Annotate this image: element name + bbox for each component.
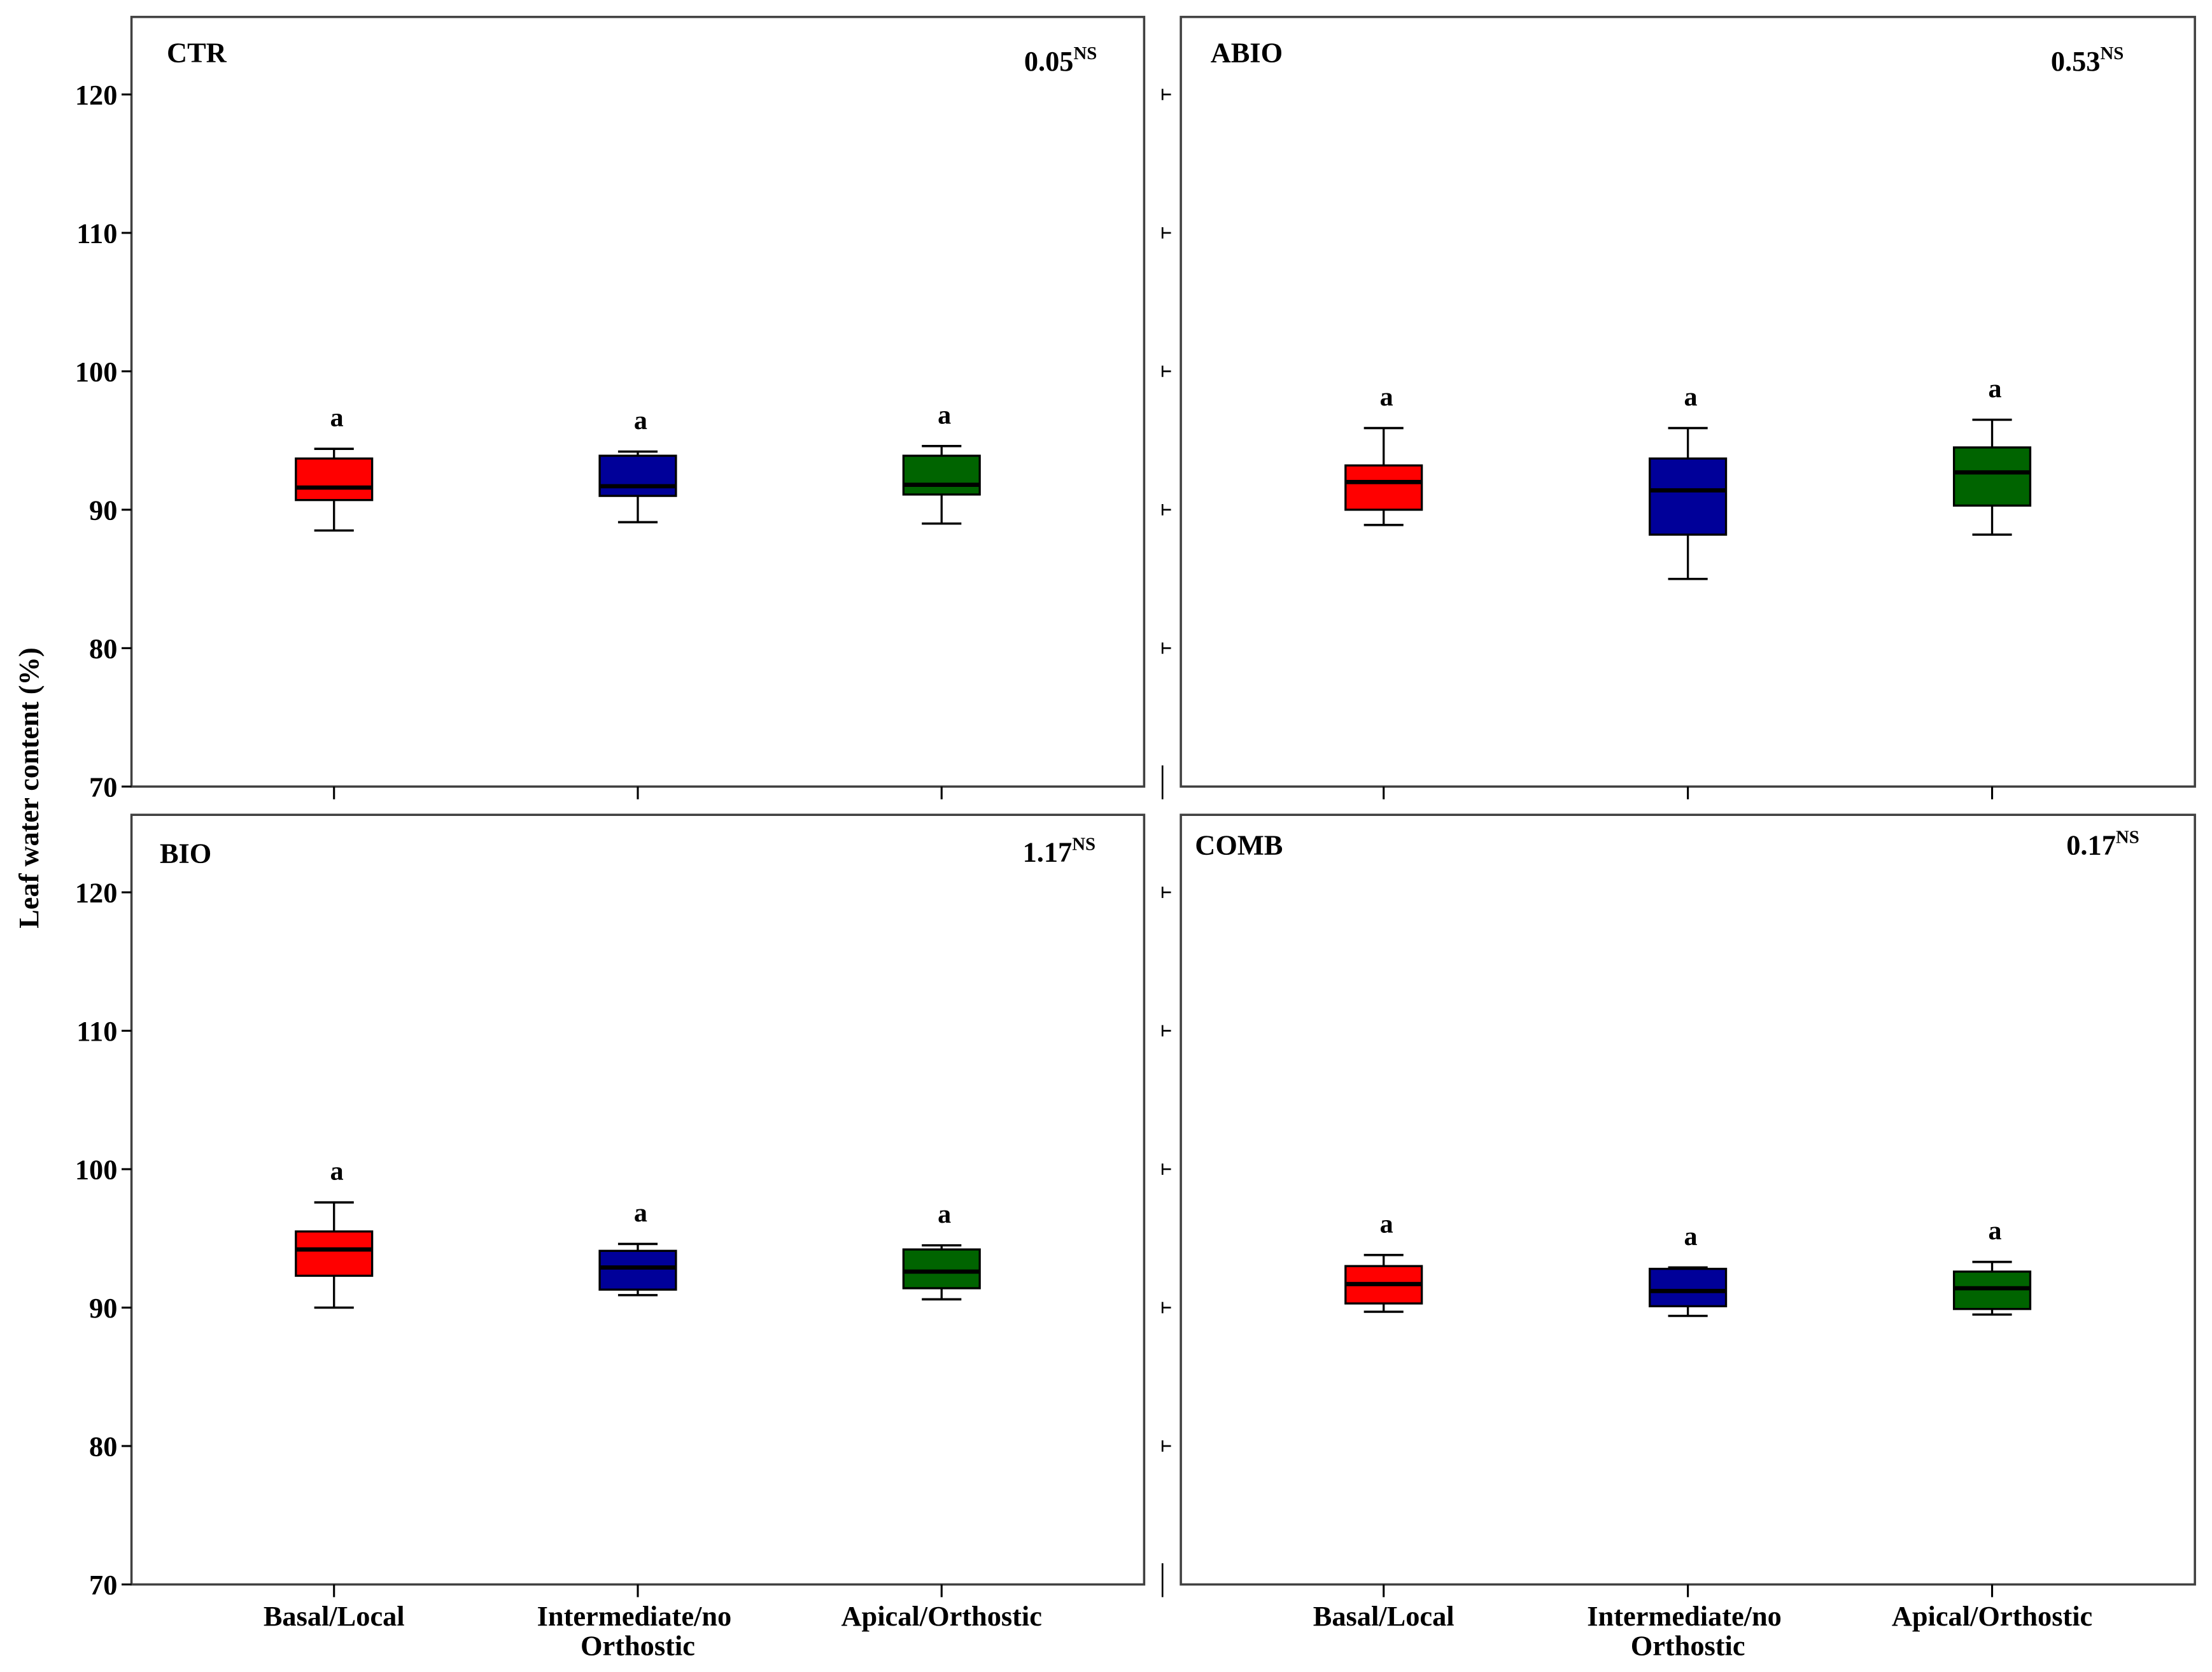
panel-title: ABIO	[1211, 37, 1283, 69]
interquartile-box	[598, 1249, 677, 1291]
interquartile-box	[295, 457, 374, 502]
y-tick-label: 110	[76, 217, 117, 249]
box-apical-orthostic: a	[902, 1199, 981, 1301]
x-axis: Basal/Local Intermediate/no Orthostic Apic…	[264, 1584, 1042, 1661]
y-axis: 70 80 90 100 110 120	[75, 877, 132, 1601]
x-tick-label: Intermediate/no Orthostic	[537, 1600, 739, 1662]
significance-letter: a	[1380, 382, 1393, 412]
y-tick-label: 110	[76, 1015, 117, 1047]
test-statistic: 0.17NS	[2066, 827, 2139, 861]
y-axis-label: Leaf water content (%)	[13, 647, 45, 928]
interquartile-box	[902, 454, 981, 496]
significance-letter: a	[1684, 1221, 1698, 1251]
test-statistic: 0.05NS	[1024, 43, 1097, 77]
y-axis	[1161, 887, 1171, 1598]
box-basal-local: a	[295, 403, 374, 532]
y-tick-label: 90	[89, 1292, 117, 1324]
panel-comb: Basal/Local Intermediate/no Orthostic Apic…	[1161, 813, 2196, 1661]
significance-letter: a	[1380, 1209, 1393, 1239]
y-tick-label: 120	[75, 877, 118, 909]
statistic-value: 0.05	[1024, 45, 1074, 77]
significance-superscript: NS	[2116, 827, 2139, 848]
interquartile-box	[1649, 457, 1728, 536]
x-tick-label-line: Intermediate/no	[1587, 1600, 1782, 1632]
box-apical-orthostic: a	[1952, 374, 2032, 536]
x-axis: Basal/Local Intermediate/no Orthostic Apic…	[1313, 1584, 2092, 1661]
y-axis: 70 80 90 100 110 120	[75, 79, 132, 803]
interquartile-box	[1649, 1267, 1728, 1307]
significance-superscript: NS	[1072, 834, 1095, 855]
x-tick-label-line: Intermediate/no	[537, 1600, 732, 1632]
box-intermediate-no-orthostic: a	[1649, 1221, 1728, 1317]
x-axis	[1383, 786, 1994, 799]
significance-superscript: NS	[2100, 43, 2124, 64]
y-tick-label: 70	[89, 1569, 117, 1601]
panel-bio: 70 80 90 100 110 120 Basal/Local Intermediate/n…	[75, 813, 1146, 1661]
significance-letter: a	[1684, 382, 1698, 412]
panel-ctr: 70 80 90 100 110 120 a a a CTR 0.05NS	[75, 15, 1146, 803]
significance-letter: a	[1988, 374, 2001, 404]
significance-letter: a	[938, 400, 951, 430]
interquartile-box	[295, 1230, 374, 1277]
significance-letter: a	[634, 405, 647, 435]
box-basal-local: a	[295, 1156, 374, 1309]
x-tick-label: Apical/Orthostic	[1892, 1600, 2092, 1632]
box-basal-local: a	[1344, 382, 1423, 526]
box-apical-orthostic: a	[902, 400, 981, 525]
interquartile-box	[598, 454, 677, 497]
statistic-value: 0.17	[2066, 829, 2116, 861]
significance-letter: a	[330, 1156, 344, 1186]
interquartile-box	[1952, 446, 2032, 507]
interquartile-box	[902, 1248, 981, 1289]
panel-title: CTR	[167, 37, 227, 69]
x-tick-label-line: Orthostic	[581, 1629, 695, 1661]
y-tick-label: 80	[89, 633, 117, 664]
x-tick-label: Apical/Orthostic	[842, 1600, 1042, 1632]
test-statistic: 0.53NS	[2051, 43, 2124, 77]
significance-letter: a	[330, 403, 344, 433]
y-axis	[1161, 88, 1171, 799]
box-intermediate-no-orthostic: a	[1649, 382, 1728, 580]
x-tick-label: Basal/Local	[1313, 1600, 1455, 1632]
test-statistic: 1.17NS	[1023, 834, 1095, 868]
x-axis	[333, 786, 943, 799]
box-intermediate-no-orthostic: a	[598, 1198, 677, 1296]
panel-abio: a a a ABIO 0.53NS	[1161, 15, 2196, 799]
x-tick-label: Intermediate/no Orthostic	[1587, 1600, 1789, 1662]
significance-superscript: NS	[1073, 43, 1097, 64]
significance-letter: a	[938, 1199, 951, 1229]
x-tick-label-line: Orthostic	[1631, 1629, 1745, 1661]
statistic-value: 0.53	[2051, 45, 2101, 77]
y-tick-label: 100	[75, 356, 118, 388]
y-tick-label: 80	[89, 1430, 117, 1462]
y-tick-label: 100	[75, 1154, 118, 1186]
y-tick-label: 120	[75, 79, 118, 111]
significance-letter: a	[1988, 1216, 2001, 1246]
interquartile-box	[1344, 464, 1423, 511]
box-basal-local: a	[1344, 1209, 1423, 1313]
x-tick-label: Basal/Local	[264, 1600, 405, 1632]
panel-title: BIO	[160, 838, 211, 869]
box-intermediate-no-orthostic: a	[598, 405, 677, 524]
statistic-value: 1.17	[1023, 836, 1073, 868]
box-apical-orthostic: a	[1952, 1216, 2032, 1316]
y-tick-label: 90	[89, 494, 117, 526]
panel-title: COMB	[1195, 829, 1283, 861]
significance-letter: a	[634, 1198, 647, 1228]
y-tick-label: 70	[89, 771, 117, 803]
